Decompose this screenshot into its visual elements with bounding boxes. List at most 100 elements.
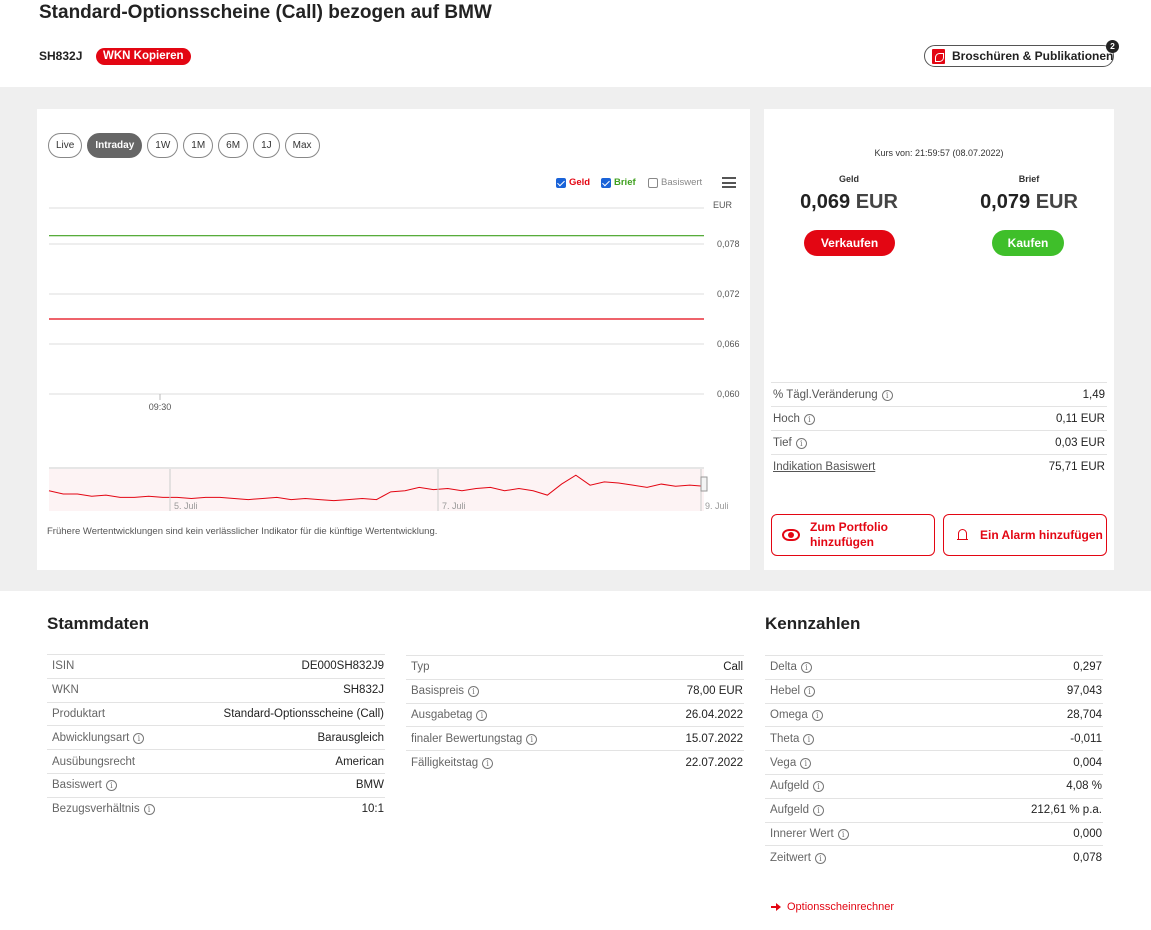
info-icon[interactable]: i: [814, 852, 826, 864]
row-label: ISIN: [52, 660, 75, 673]
quote-row-low: Tief i 0,03 EUR: [771, 430, 1107, 454]
quote-row-daily-change: % Tägl.Veränderung i 1,49: [771, 382, 1107, 406]
ask-currency: EUR: [1035, 191, 1078, 213]
copy-wkn-button[interactable]: WKN Kopieren: [96, 48, 191, 65]
navigator-label: 5. Juli: [174, 501, 198, 511]
info-icon[interactable]: i: [526, 733, 538, 745]
legend-brief-label: Brief: [614, 177, 636, 188]
bid-price: 0,069 EUR: [764, 191, 934, 214]
info-icon[interactable]: i: [133, 732, 145, 744]
row-label: Produktart: [52, 707, 106, 720]
add-alarm-button[interactable]: Ein Alarm hinzufügen: [943, 514, 1107, 556]
info-icon[interactable]: i: [482, 757, 494, 769]
row-value: 0,000: [1073, 827, 1102, 840]
info-icon[interactable]: i: [476, 709, 488, 721]
info-icon[interactable]: i: [813, 781, 825, 793]
legend-brief-toggle[interactable]: Brief: [601, 177, 636, 188]
sell-button[interactable]: Verkaufen: [804, 230, 895, 256]
pdf-icon: [932, 48, 945, 64]
info-icon[interactable]: i: [105, 780, 117, 792]
info-icon[interactable]: i: [837, 828, 849, 840]
row-label: Hebel: [770, 685, 801, 698]
table-row: Typ Call: [406, 655, 744, 679]
bell-icon: [957, 528, 968, 542]
row-value: Barausgleich: [317, 731, 384, 744]
row-label: Bezugsverhältnis: [52, 803, 140, 816]
range-tab-6m[interactable]: 6M: [218, 133, 249, 158]
info-icon[interactable]: i: [800, 757, 812, 769]
range-tab-intraday[interactable]: Intraday: [87, 133, 143, 158]
kennzahlen-title: Kennzahlen: [765, 614, 861, 633]
info-icon[interactable]: i: [803, 733, 815, 745]
row-value: American: [335, 755, 384, 768]
row-label: Typ: [411, 661, 430, 674]
navigator-label: 7. Juli: [442, 501, 466, 511]
table-row: ISIN DE000SH832J9: [47, 654, 385, 678]
brochures-label: Broschüren & Publikationen: [952, 49, 1114, 63]
info-icon[interactable]: i: [811, 709, 823, 721]
row-value: 15.07.2022: [685, 732, 743, 745]
option-calculator-link[interactable]: Optionsscheinrechner: [771, 901, 894, 913]
range-tab-1w[interactable]: 1W: [147, 133, 179, 158]
legend-geld-toggle[interactable]: Geld: [556, 177, 590, 188]
brochures-button[interactable]: Broschüren & Publikationen 2: [924, 40, 1119, 67]
row-label: Basiswert: [52, 779, 102, 792]
buy-button[interactable]: Kaufen: [992, 230, 1064, 256]
y-axis-unit: EUR: [713, 200, 733, 210]
add-to-portfolio-label: Zum Portfolio hinzufügen: [810, 520, 888, 549]
row-label: Abwicklungsart: [52, 731, 130, 744]
add-alarm-label: Ein Alarm hinzufügen: [980, 528, 1103, 542]
bid-currency: EUR: [855, 191, 898, 213]
info-icon[interactable]: i: [795, 437, 807, 449]
navigator-background: [49, 469, 704, 511]
row-label: Innerer Wert: [770, 827, 834, 840]
quote-row-underlying: Indikation Basiswert 75,71 EUR: [771, 454, 1107, 478]
range-tab-1j[interactable]: 1J: [253, 133, 280, 158]
legend-basiswert-toggle[interactable]: Basiswert: [648, 177, 702, 188]
arrow-right-icon: [771, 903, 781, 911]
row-value: 78,00 EUR: [686, 685, 743, 698]
info-icon[interactable]: i: [468, 686, 480, 698]
info-icon[interactable]: i: [881, 389, 893, 401]
performance-disclaimer: Frühere Wertentwicklungen sind kein verl…: [47, 526, 438, 537]
info-icon[interactable]: i: [813, 805, 825, 817]
row-value: Standard-Optionsscheine (Call): [223, 707, 384, 720]
table-row: finaler Bewertungstag i 15.07.2022: [406, 726, 744, 750]
info-icon[interactable]: i: [143, 804, 155, 816]
range-tab-live[interactable]: Live: [48, 133, 83, 158]
stammdaten-title: Stammdaten: [47, 614, 150, 633]
navigator-label: 9. Juli: [705, 501, 729, 511]
high-label: Hoch: [773, 412, 800, 425]
underlying-indication-value: 75,71 EUR: [1048, 460, 1105, 473]
underlying-indication-link[interactable]: Indikation Basiswert: [773, 460, 876, 473]
high-value: 0,11 EUR: [1055, 412, 1105, 425]
info-icon[interactable]: i: [804, 686, 816, 698]
chart-menu-icon[interactable]: [722, 177, 736, 188]
wkn-code: SH832J: [39, 49, 83, 63]
row-value: 28,704: [1066, 708, 1102, 721]
row-label: Delta: [770, 661, 797, 674]
range-tab-1m[interactable]: 1M: [183, 133, 214, 158]
basiswert-checkbox[interactable]: [648, 177, 658, 188]
ask-price-value: 0,079: [980, 191, 1031, 213]
add-to-portfolio-button[interactable]: Zum Portfolio hinzufügen: [771, 514, 935, 556]
row-value: Call: [723, 661, 743, 674]
table-row: Abwicklungsart i Barausgleich: [47, 725, 385, 749]
row-label: Theta: [770, 732, 800, 745]
geld-checkbox[interactable]: [556, 177, 566, 188]
row-label: Basispreis: [411, 685, 465, 698]
quote-row-high: Hoch i 0,11 EUR: [771, 406, 1107, 430]
brief-checkbox[interactable]: [601, 177, 611, 188]
range-tab-max[interactable]: Max: [284, 133, 320, 158]
row-value: BMW: [355, 779, 384, 792]
quote-card: Kurs von: 21:59:57 (08.07.2022) Geld Bri…: [764, 109, 1114, 570]
row-value: 26.04.2022: [685, 708, 743, 721]
option-calculator-label: Optionsscheinrechner: [787, 901, 895, 913]
row-value: 0,004: [1073, 756, 1102, 769]
row-label: Fälligkeitstag: [411, 756, 479, 769]
info-icon[interactable]: i: [800, 662, 812, 674]
info-icon[interactable]: i: [803, 413, 815, 425]
x-tick-label: 09:30: [149, 402, 172, 412]
table-row: Zeitwert i 0,078: [765, 845, 1103, 869]
price-chart: EUR 0,078 0,072 0,066 0,060 09:30 5. Juli 7. Ju…: [48, 200, 740, 511]
